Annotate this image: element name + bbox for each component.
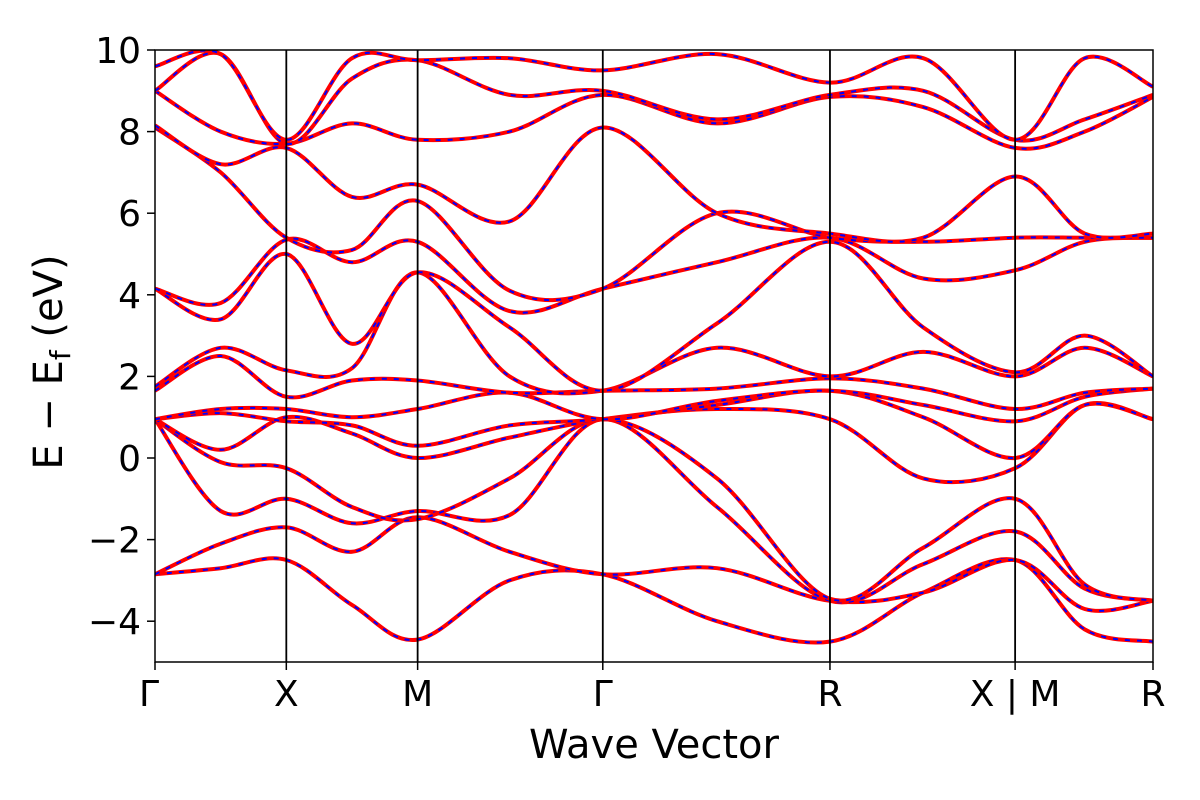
band-line-dashed-2 [155,516,1153,612]
y-tick-label-5: 4 [118,276,141,317]
y-tick-label-7: 8 [118,113,141,154]
band-line-dashed-10 [155,240,1153,392]
x-tick-label-1: Γ [139,674,159,715]
y-tick-label-1: −4 [88,602,141,643]
band-line-dashed-15 [155,51,1153,145]
kpoint-lines [285,50,1017,662]
band-line-dashed-8 [155,354,1153,411]
y-tick-label-8: 10 [95,31,141,72]
plot-frame [154,49,1154,663]
band-line-9 [155,270,1153,396]
band-line-14 [155,89,1153,151]
y-axis-label: E − Ef (eV) [26,254,77,469]
band-line-3 [155,417,1153,605]
y-axis-label-sub: f [44,349,77,360]
y-axis-label-main: E − E [26,360,72,470]
y-tick-label-6: 6 [118,194,141,235]
y-tick-label-3: 0 [118,439,141,480]
x-tick-label-6: X | M [970,674,1061,715]
band-line-16 [155,50,1153,142]
x-tick-label-3: M [402,674,433,715]
x-tick-label-4: Γ [593,674,613,715]
band-line-8 [155,353,1153,412]
y-tick-label-2: −2 [88,521,141,562]
x-tick-label-5: R [817,674,842,715]
y-axis-label-unit: (eV) [26,254,72,350]
y-tick-label-4: 2 [118,357,141,398]
x-tick-label-7: R [1140,674,1165,715]
band-line-dashed-7 [155,387,1153,423]
bands-layer [155,50,1153,645]
x-tick-label-2: X [274,674,299,715]
x-axis: Γ X M Γ R X | M R [139,662,1166,715]
y-axis: −4 −2 0 2 4 6 8 10 [88,31,155,643]
x-axis-label: Wave Vector [529,722,780,768]
band-line-15 [155,50,1153,146]
